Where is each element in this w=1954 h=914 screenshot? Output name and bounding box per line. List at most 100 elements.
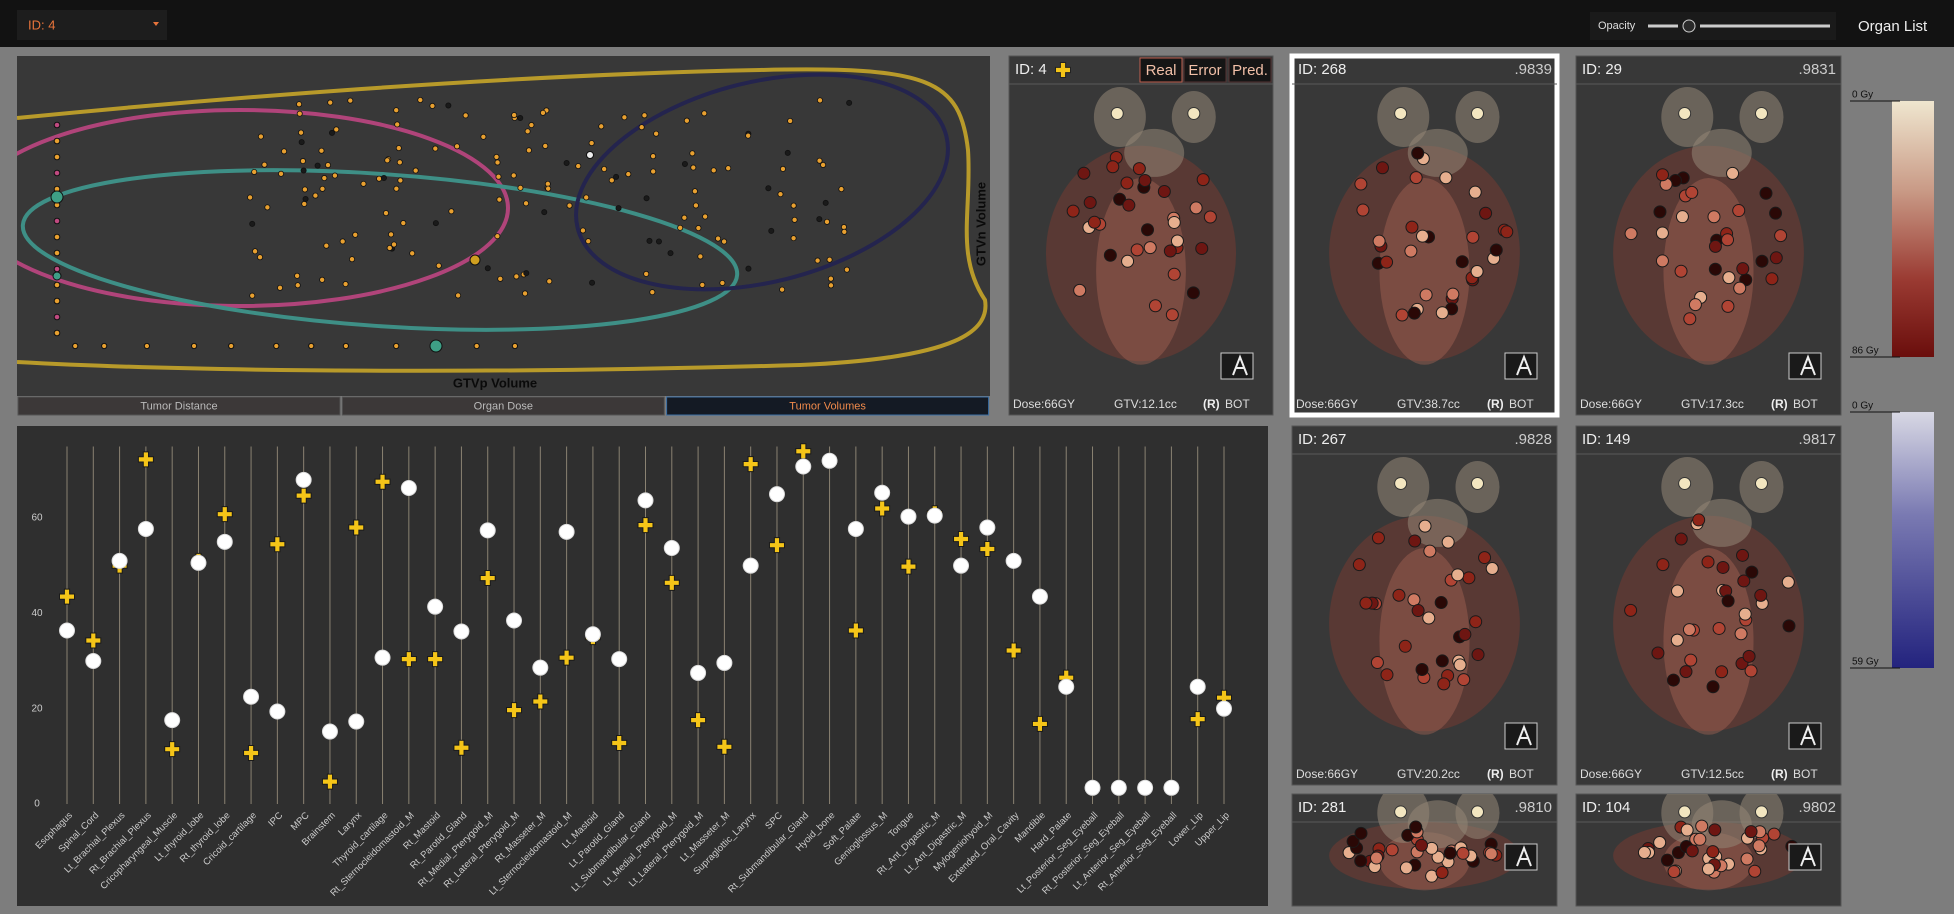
anatomy-point: [1708, 262, 1722, 276]
anatomy-point: [1738, 607, 1752, 621]
actual-dose-mark: [532, 659, 549, 676]
anatomy: [1329, 515, 1520, 732]
tab-label[interactable]: Tumor Volumes: [789, 400, 866, 412]
scatter-dot: [445, 102, 452, 109]
patient-card[interactable]: ID: 267 .9828 Dose:66GY GTV:20.2cc (R) BOT: [1291, 425, 1558, 786]
scatter-dot: [495, 173, 502, 180]
view-tab[interactable]: [1228, 57, 1272, 83]
anatomy-point: [1203, 210, 1217, 224]
anatomy-point: [1077, 166, 1091, 180]
scatter-dot: [586, 151, 594, 159]
scatter-dot: [339, 238, 346, 245]
tab-label[interactable]: Tumor Distance: [140, 400, 217, 412]
patient-card[interactable]: ID: 281 .9810: [1291, 783, 1558, 907]
anatomy-point: [1781, 575, 1795, 589]
anatomy-point: [1083, 196, 1097, 210]
scatter-dot: [522, 290, 529, 297]
tab[interactable]: [666, 396, 990, 416]
anatomy-point: [1435, 306, 1449, 320]
card-dose: Dose:66GY: [1580, 767, 1642, 781]
anatomy-point: [1113, 192, 1127, 206]
patient-card[interactable]: ID: 268 .9839 Dose:66GY GTV:38.7cc (R) BOT: [1289, 53, 1560, 418]
select-caret: [153, 22, 159, 26]
scatter-dot: [517, 184, 524, 191]
anatomy-point: [1435, 654, 1449, 668]
scatter-dot: [386, 244, 393, 251]
scatter-dot: [545, 185, 552, 192]
predicted-dose-mark: [374, 473, 391, 490]
scatter-dot: [251, 168, 258, 175]
patient-select[interactable]: [17, 10, 167, 40]
anatomy-point: [1414, 838, 1428, 852]
opacity-slider[interactable]: [1682, 19, 1696, 33]
anatomy-point: [1745, 565, 1759, 579]
scatter-dot: [523, 270, 530, 277]
scatter-dot: [689, 150, 696, 157]
predicted-dose-mark: [85, 632, 102, 649]
anatomy-point: [1458, 627, 1472, 641]
anatomy-point: [1141, 223, 1155, 237]
scatter-dot: [681, 160, 688, 167]
scatter-dot: [455, 292, 462, 299]
view-tab[interactable]: [1139, 57, 1183, 83]
anatomy: [1407, 498, 1468, 547]
actual-dose-mark: [1084, 779, 1101, 796]
scatter-dot: [50, 190, 64, 204]
scatter-dot: [380, 175, 387, 182]
predicted-dose-mark: [348, 519, 365, 536]
actual-dose-mark: [742, 557, 759, 574]
scatter-dot: [52, 271, 62, 281]
scatter-dot: [409, 250, 416, 257]
anatomy-point: [1370, 656, 1384, 670]
scatter-dot: [598, 123, 605, 130]
patient-card[interactable]: ID: 149 .9817 Dose:66GY GTV:12.5cc (R) BOT: [1575, 425, 1842, 786]
card-dose: Dose:66GY: [1296, 767, 1358, 781]
actual-dose-mark: [111, 552, 128, 569]
anatomy-point: [1736, 548, 1750, 562]
view-tab-label[interactable]: Real: [1146, 62, 1177, 79]
patient-select-label[interactable]: ID: 4: [28, 17, 55, 32]
tab[interactable]: [341, 396, 665, 416]
orientation-icon: [1800, 724, 1816, 746]
card-id: ID: 4: [1015, 61, 1047, 78]
scatter-dot: [542, 142, 549, 149]
organ-list-button[interactable]: Organ List: [1858, 18, 1928, 35]
actual-dose-mark: [1058, 678, 1075, 695]
anatomy-point: [1380, 668, 1394, 682]
view-tab[interactable]: [1183, 57, 1227, 83]
patient-card[interactable]: ID: 4 Dose:66GY GTV:12.1cc (R) BOT Real Error P…: [1008, 55, 1274, 416]
anatomy-point: [1675, 210, 1689, 224]
anatomy-point: [1744, 664, 1758, 678]
predicted-dose-mark: [900, 558, 917, 575]
anatomy-point: [1653, 835, 1667, 849]
scatter-dot: [650, 153, 657, 160]
anatomy-point: [1394, 106, 1408, 120]
scatter-dot: [563, 159, 570, 166]
view-tab-label[interactable]: Error: [1188, 62, 1221, 79]
scatter-dot: [396, 159, 403, 166]
anatomy-point: [1755, 254, 1769, 268]
anatomy-point: [1678, 805, 1692, 819]
scatter-dot: [613, 173, 620, 180]
predicted-dose-mark: [164, 741, 181, 758]
scatter-dot: [53, 137, 61, 145]
anatomy-point: [1455, 255, 1469, 269]
tab-label[interactable]: Organ Dose: [474, 400, 533, 412]
anatomy-point: [1680, 823, 1694, 837]
patient-card[interactable]: ID: 104 .9802: [1575, 783, 1842, 907]
view-tab-label[interactable]: Pred.: [1232, 62, 1268, 79]
anatomy-point: [1765, 272, 1779, 286]
predicted-dose-mark: [716, 738, 733, 755]
anatomy-point: [1471, 805, 1484, 819]
tab[interactable]: [17, 396, 341, 416]
card-site: BOT: [1225, 397, 1250, 411]
anatomy-point: [1395, 308, 1409, 322]
patient-card[interactable]: ID: 29 .9831 Dose:66GY GTV:17.3cc (R) BOT: [1575, 55, 1842, 416]
scatter-dot: [649, 289, 656, 296]
scatter-dot: [641, 112, 648, 119]
scatter-dot: [493, 153, 500, 160]
anatomy-point: [1655, 226, 1669, 240]
scatter-dot: [646, 237, 653, 244]
actual-dose-mark: [821, 452, 838, 469]
